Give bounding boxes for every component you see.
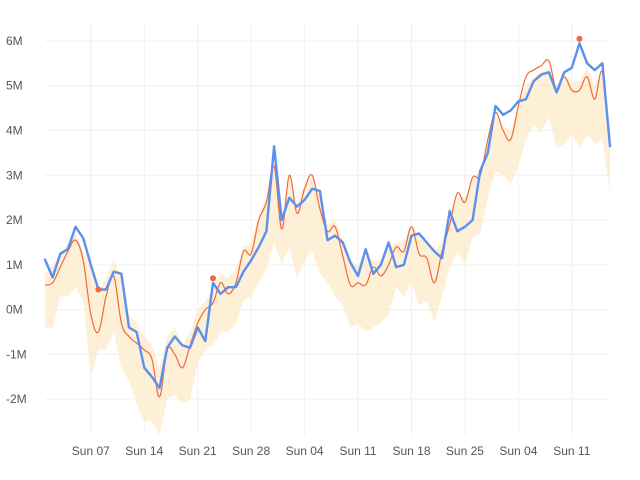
x-tick-label: Sun 04 (499, 444, 537, 458)
y-tick-label: 2M (6, 213, 23, 227)
y-axis-ticks: 6M 5M 4M 3M 2M 1M 0M -1M -2M (6, 34, 27, 406)
y-tick-label: -1M (6, 347, 27, 361)
anomaly-marker (576, 35, 583, 42)
series-line-primary (43, 42, 612, 390)
y-tick-label: 3M (6, 168, 23, 182)
series-lines (43, 42, 612, 398)
anomaly-markers (95, 35, 583, 293)
x-tick-label: Sun 28 (232, 444, 270, 458)
x-tick-label: Sun 18 (392, 444, 430, 458)
y-tick-label: 4M (6, 124, 23, 138)
x-tick-label: Sun 21 (179, 444, 217, 458)
y-tick-label: -2M (6, 392, 27, 406)
x-tick-label: Sun 11 (339, 444, 376, 458)
y-tick-label: 6M (6, 34, 23, 48)
y-tick-label: 5M (6, 79, 23, 93)
anomaly-marker (95, 286, 102, 293)
band-area (45, 67, 610, 436)
x-tick-label: Sun 14 (125, 444, 163, 458)
x-tick-label: Sun 25 (446, 444, 484, 458)
confidence-band (45, 67, 610, 436)
y-tick-label: 0M (6, 303, 23, 317)
anomaly-marker (209, 275, 216, 282)
x-axis-ticks: Sun 07 Sun 14 Sun 21 Sun 28 Sun 04 Sun 11 Sun … (72, 444, 591, 458)
x-tick-label: Sun 11 (553, 444, 590, 458)
x-tick-label: Sun 07 (72, 444, 110, 458)
x-tick-label: Sun 04 (286, 444, 324, 458)
y-tick-label: 1M (6, 258, 23, 272)
